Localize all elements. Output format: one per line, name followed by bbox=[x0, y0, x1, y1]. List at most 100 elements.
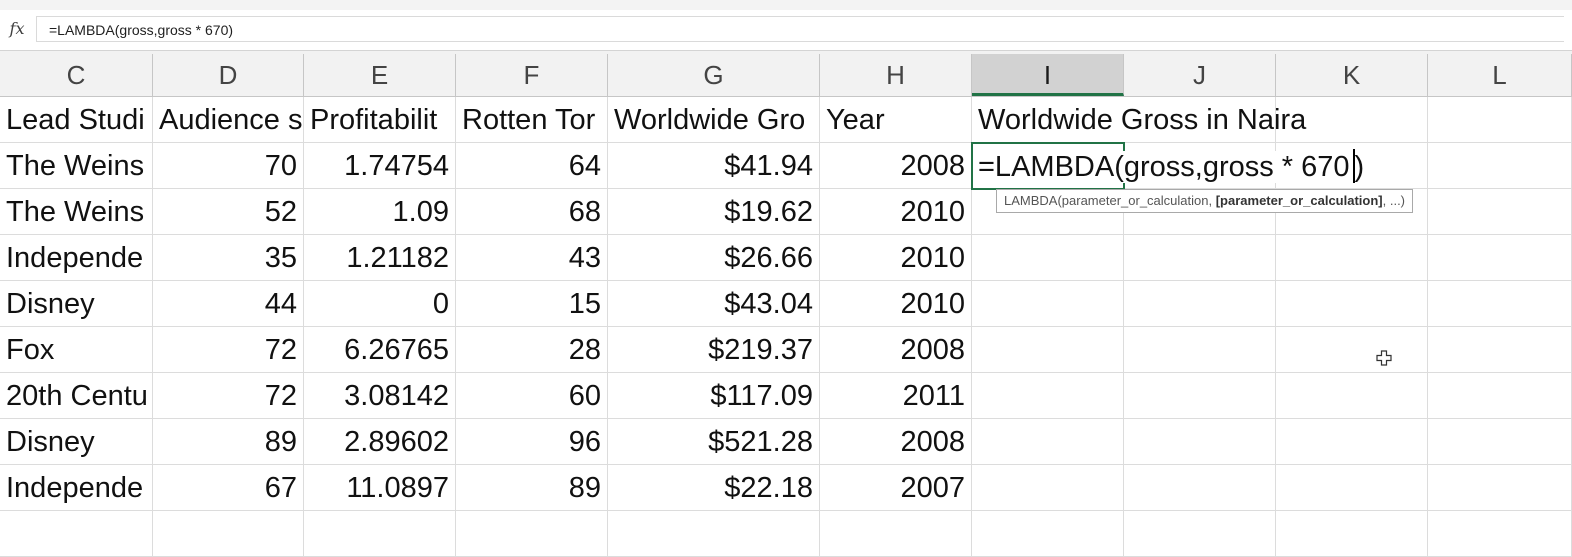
table-cell[interactable]: 2008 bbox=[820, 327, 972, 373]
table-cell[interactable]: 3.08142 bbox=[304, 373, 456, 419]
column-header-c[interactable]: C bbox=[0, 54, 153, 96]
empty-cell[interactable] bbox=[1276, 235, 1428, 281]
table-cell[interactable]: 89 bbox=[153, 419, 304, 465]
table-cell[interactable]: $521.28 bbox=[608, 419, 820, 465]
table-cell[interactable]: 2008 bbox=[820, 419, 972, 465]
empty-cell[interactable] bbox=[1428, 511, 1572, 557]
empty-cell[interactable] bbox=[1428, 465, 1572, 511]
empty-cell[interactable] bbox=[0, 511, 153, 557]
empty-cell[interactable] bbox=[972, 327, 1124, 373]
table-cell[interactable]: 1.09 bbox=[304, 189, 456, 235]
table-cell[interactable]: $43.04 bbox=[608, 281, 820, 327]
table-cell[interactable]: 68 bbox=[456, 189, 608, 235]
table-cell[interactable]: 60 bbox=[456, 373, 608, 419]
table-cell[interactable]: Disney bbox=[0, 419, 153, 465]
empty-cell[interactable] bbox=[1124, 419, 1276, 465]
formula-input[interactable]: =LAMBDA(gross,gross * 670) bbox=[36, 16, 1564, 42]
column-header-f[interactable]: F bbox=[456, 54, 608, 96]
active-cell-formula[interactable]: =LAMBDA(gross,gross * 670 bbox=[978, 151, 1352, 183]
empty-cell[interactable] bbox=[304, 511, 456, 557]
column-header-h[interactable]: H bbox=[820, 54, 972, 96]
empty-cell[interactable] bbox=[1276, 419, 1428, 465]
empty-cell[interactable] bbox=[1276, 465, 1428, 511]
table-cell[interactable]: 6.26765 bbox=[304, 327, 456, 373]
table-cell[interactable]: Independe bbox=[0, 235, 153, 281]
empty-cell[interactable] bbox=[1428, 419, 1572, 465]
empty-cell[interactable] bbox=[1124, 511, 1276, 557]
table-cell[interactable]: Fox bbox=[0, 327, 153, 373]
table-cell[interactable]: 72 bbox=[153, 373, 304, 419]
table-cell[interactable]: 2011 bbox=[820, 373, 972, 419]
empty-cell[interactable] bbox=[972, 235, 1124, 281]
table-cell[interactable]: 35 bbox=[153, 235, 304, 281]
empty-cell[interactable] bbox=[608, 511, 820, 557]
table-cell[interactable]: 52 bbox=[153, 189, 304, 235]
column-header-k[interactable]: K bbox=[1276, 54, 1428, 96]
empty-cell[interactable] bbox=[1124, 281, 1276, 327]
empty-cell[interactable] bbox=[1124, 235, 1276, 281]
table-cell[interactable]: $19.62 bbox=[608, 189, 820, 235]
table-cell[interactable]: 96 bbox=[456, 419, 608, 465]
empty-cell[interactable] bbox=[1276, 281, 1428, 327]
table-cell[interactable]: The Weins bbox=[0, 189, 153, 235]
active-cell-editor[interactable]: =LAMBDA(gross,gross * 670) bbox=[971, 142, 1367, 190]
table-cell[interactable]: $219.37 bbox=[608, 327, 820, 373]
empty-cell[interactable] bbox=[1428, 235, 1572, 281]
active-cell-formula-tail[interactable]: ) bbox=[1354, 151, 1367, 183]
header-cell-h[interactable]: Year bbox=[820, 97, 972, 143]
header-cell-c[interactable]: Lead Studi bbox=[0, 97, 153, 143]
empty-cell[interactable] bbox=[153, 511, 304, 557]
header-cell-d[interactable]: Audience s bbox=[153, 97, 304, 143]
empty-cell[interactable] bbox=[1124, 373, 1276, 419]
empty-cell[interactable] bbox=[1428, 143, 1572, 189]
table-cell[interactable]: 43 bbox=[456, 235, 608, 281]
function-tooltip[interactable]: LAMBDA(parameter_or_calculation, [parame… bbox=[996, 189, 1414, 213]
empty-cell[interactable] bbox=[1428, 189, 1572, 235]
table-cell[interactable]: 2010 bbox=[820, 189, 972, 235]
empty-cell[interactable] bbox=[972, 281, 1124, 327]
table-cell[interactable]: Disney bbox=[0, 281, 153, 327]
header-cell-j[interactable] bbox=[1124, 97, 1276, 143]
table-cell[interactable]: 44 bbox=[153, 281, 304, 327]
column-header-g[interactable]: G bbox=[608, 54, 820, 96]
table-cell[interactable]: 28 bbox=[456, 327, 608, 373]
empty-cell[interactable] bbox=[1276, 327, 1428, 373]
table-cell[interactable]: 2010 bbox=[820, 281, 972, 327]
empty-cell[interactable] bbox=[1276, 511, 1428, 557]
header-cell-l[interactable] bbox=[1428, 97, 1572, 143]
empty-cell[interactable] bbox=[1276, 189, 1428, 235]
table-cell[interactable]: 67 bbox=[153, 465, 304, 511]
table-cell[interactable]: 1.21182 bbox=[304, 235, 456, 281]
empty-cell[interactable] bbox=[1124, 465, 1276, 511]
empty-cell[interactable] bbox=[1428, 281, 1572, 327]
column-header-i[interactable]: I bbox=[972, 54, 1124, 96]
empty-cell[interactable] bbox=[820, 511, 972, 557]
column-header-e[interactable]: E bbox=[304, 54, 456, 96]
table-cell[interactable]: $117.09 bbox=[608, 373, 820, 419]
table-cell[interactable]: 2.89602 bbox=[304, 419, 456, 465]
table-cell[interactable]: $26.66 bbox=[608, 235, 820, 281]
fx-icon[interactable]: fx bbox=[9, 19, 25, 38]
sheet-grid[interactable]: Lead Studi Audience s Profitabilit Rotten T… bbox=[0, 97, 1572, 557]
empty-cell[interactable] bbox=[1428, 373, 1572, 419]
table-cell[interactable]: 2008 bbox=[820, 143, 972, 189]
empty-cell[interactable] bbox=[972, 419, 1124, 465]
table-cell[interactable]: 89 bbox=[456, 465, 608, 511]
table-cell[interactable]: $22.18 bbox=[608, 465, 820, 511]
table-cell[interactable]: 2010 bbox=[820, 235, 972, 281]
header-cell-f[interactable]: Rotten Tor bbox=[456, 97, 608, 143]
table-cell[interactable]: 1.74754 bbox=[304, 143, 456, 189]
table-cell[interactable]: 15 bbox=[456, 281, 608, 327]
empty-cell[interactable] bbox=[972, 373, 1124, 419]
table-cell[interactable]: 70 bbox=[153, 143, 304, 189]
empty-cell[interactable] bbox=[1276, 143, 1428, 189]
header-cell-e[interactable]: Profitabilit bbox=[304, 97, 456, 143]
table-cell[interactable]: 0 bbox=[304, 281, 456, 327]
empty-cell[interactable] bbox=[1428, 327, 1572, 373]
column-header-j[interactable]: J bbox=[1124, 54, 1276, 96]
header-cell-i[interactable]: Worldwide Gross in Naira bbox=[972, 97, 1306, 143]
table-cell[interactable]: 64 bbox=[456, 143, 608, 189]
table-cell[interactable]: $41.94 bbox=[608, 143, 820, 189]
empty-cell[interactable] bbox=[972, 465, 1124, 511]
empty-cell[interactable] bbox=[1276, 373, 1428, 419]
